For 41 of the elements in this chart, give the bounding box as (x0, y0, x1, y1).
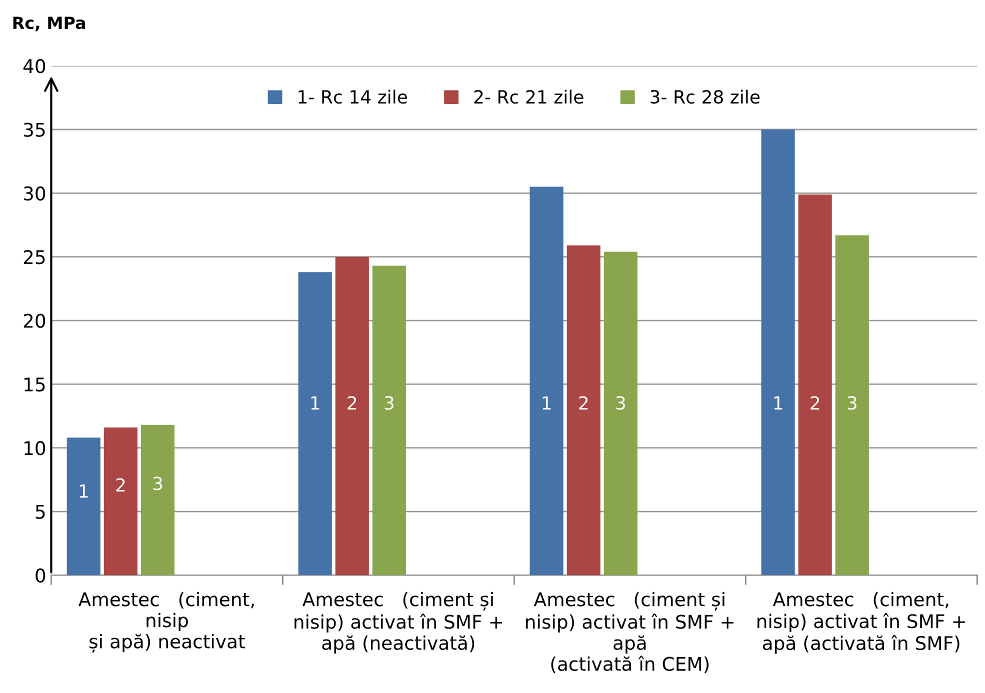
legend-label: 3- Rc 28 zile (650, 90, 760, 104)
bar (335, 256, 369, 576)
bar (298, 272, 332, 576)
annotation: 2 (579, 396, 588, 410)
y-tick-label: 30 (24, 186, 46, 201)
bar (66, 438, 100, 576)
bar (835, 235, 869, 576)
bar (140, 424, 174, 576)
bar (372, 266, 406, 576)
y-tick-label: 10 (24, 441, 46, 456)
annotation: 3 (848, 396, 856, 410)
bar (604, 252, 638, 576)
y-tick-label: 0 (36, 568, 46, 583)
y-tick-label: 40 (23, 59, 46, 74)
x-tick-label: Amestec (ciment, nisip și apă) neactivat (78, 592, 254, 653)
legend-label: 1- Rc 14 zile (298, 90, 408, 104)
legend-label: 2- Rc 21 zile (474, 90, 584, 104)
bar (761, 130, 795, 576)
bar (566, 245, 600, 576)
y-tick-label: 25 (24, 250, 45, 264)
bar (798, 194, 832, 576)
y-tick-label: 5 (36, 504, 45, 519)
y-tick-label: 20 (24, 314, 46, 328)
annotation: 2 (116, 478, 125, 492)
annotation: 3 (153, 476, 162, 490)
annotation: 3 (616, 396, 625, 410)
y-tick-label: 35 (24, 122, 45, 137)
annotation: 1 (542, 396, 551, 410)
annotation: 1 (80, 484, 88, 498)
x-tick-label: Amestec (ciment, nisip) activat în SMF + apă (activată în SMF) (758, 592, 965, 654)
bar (104, 427, 138, 576)
annotation: 2 (348, 396, 356, 410)
annotation: 2 (810, 396, 820, 410)
annotation: 1 (311, 396, 320, 410)
annotation: 3 (384, 396, 394, 410)
y-tick-label: 15 (24, 378, 45, 392)
y-axis-title: Rc, MPa (13, 16, 85, 32)
annotation: 1 (774, 396, 782, 410)
x-tick-label: Amestec (ciment și nisip) activat în SMF + apă (activată în CEM) (526, 592, 734, 674)
x-tick-label: Amestec (ciment și nisip) activat în SMF + apă (neactivată) (294, 592, 502, 654)
bar (530, 186, 564, 576)
